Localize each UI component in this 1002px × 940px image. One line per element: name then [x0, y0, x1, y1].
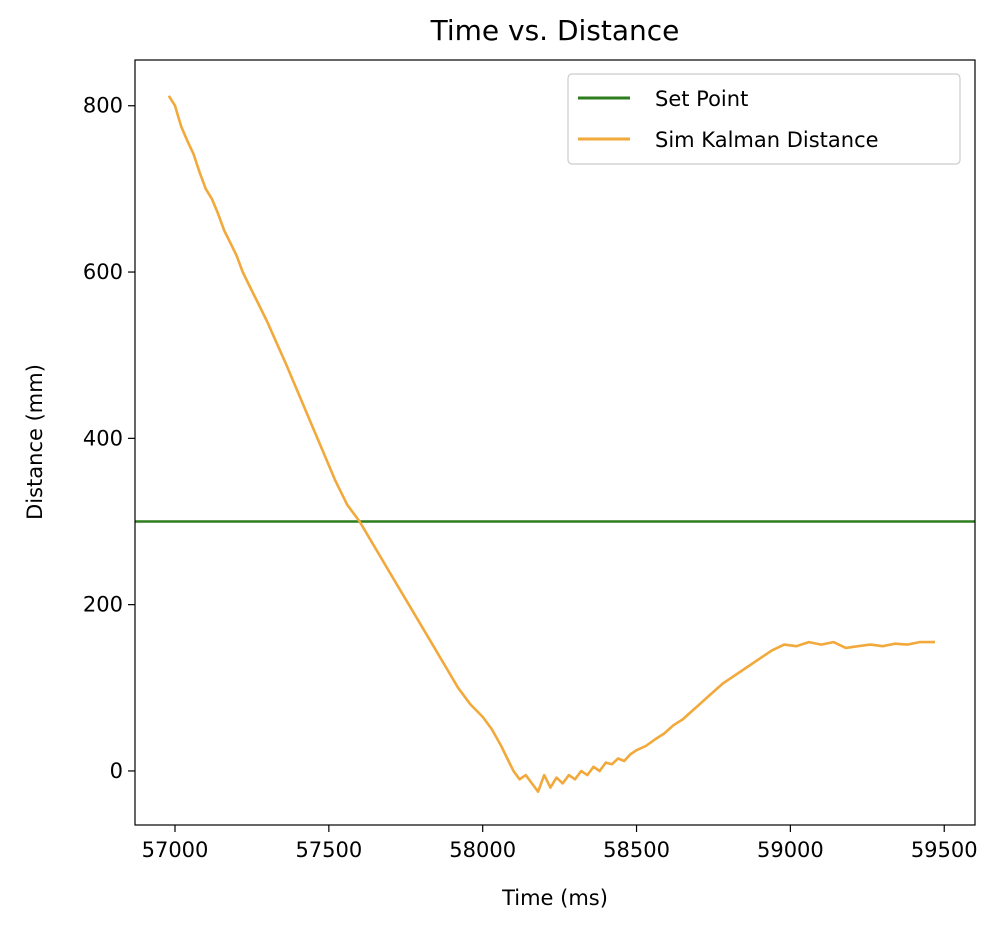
y-tick-label: 400 — [83, 426, 123, 450]
chart-title: Time vs. Distance — [430, 14, 680, 47]
legend-label-set-point: Set Point — [655, 87, 748, 111]
legend: Set Point Sim Kalman Distance — [567, 73, 961, 165]
plot-area — [135, 95, 975, 794]
y-tick-label: 200 — [83, 593, 123, 617]
y-tick-label: 0 — [110, 759, 123, 783]
x-tick-label: 58500 — [603, 838, 670, 862]
series-line-sim-kalman-distance — [167, 95, 935, 794]
y-tick-label: 600 — [83, 260, 123, 284]
x-tick-label: 58000 — [449, 838, 516, 862]
axis-ticks: 57000 57500 58000 58500 59000 59500 0 200 400 600… — [83, 94, 978, 862]
legend-label-sim-kalman-distance: Sim Kalman Distance — [655, 128, 879, 152]
x-tick-label: 59500 — [911, 838, 978, 862]
x-tick-label: 57000 — [142, 838, 209, 862]
plot-frame — [134, 59, 976, 826]
legend-box — [567, 73, 961, 165]
y-axis-label: Distance (mm) — [23, 364, 47, 520]
x-tick-label: 57500 — [295, 838, 362, 862]
x-tick-label: 59000 — [757, 838, 824, 862]
y-tick-label: 800 — [83, 94, 123, 118]
x-axis-label: Time (ms) — [501, 886, 608, 910]
